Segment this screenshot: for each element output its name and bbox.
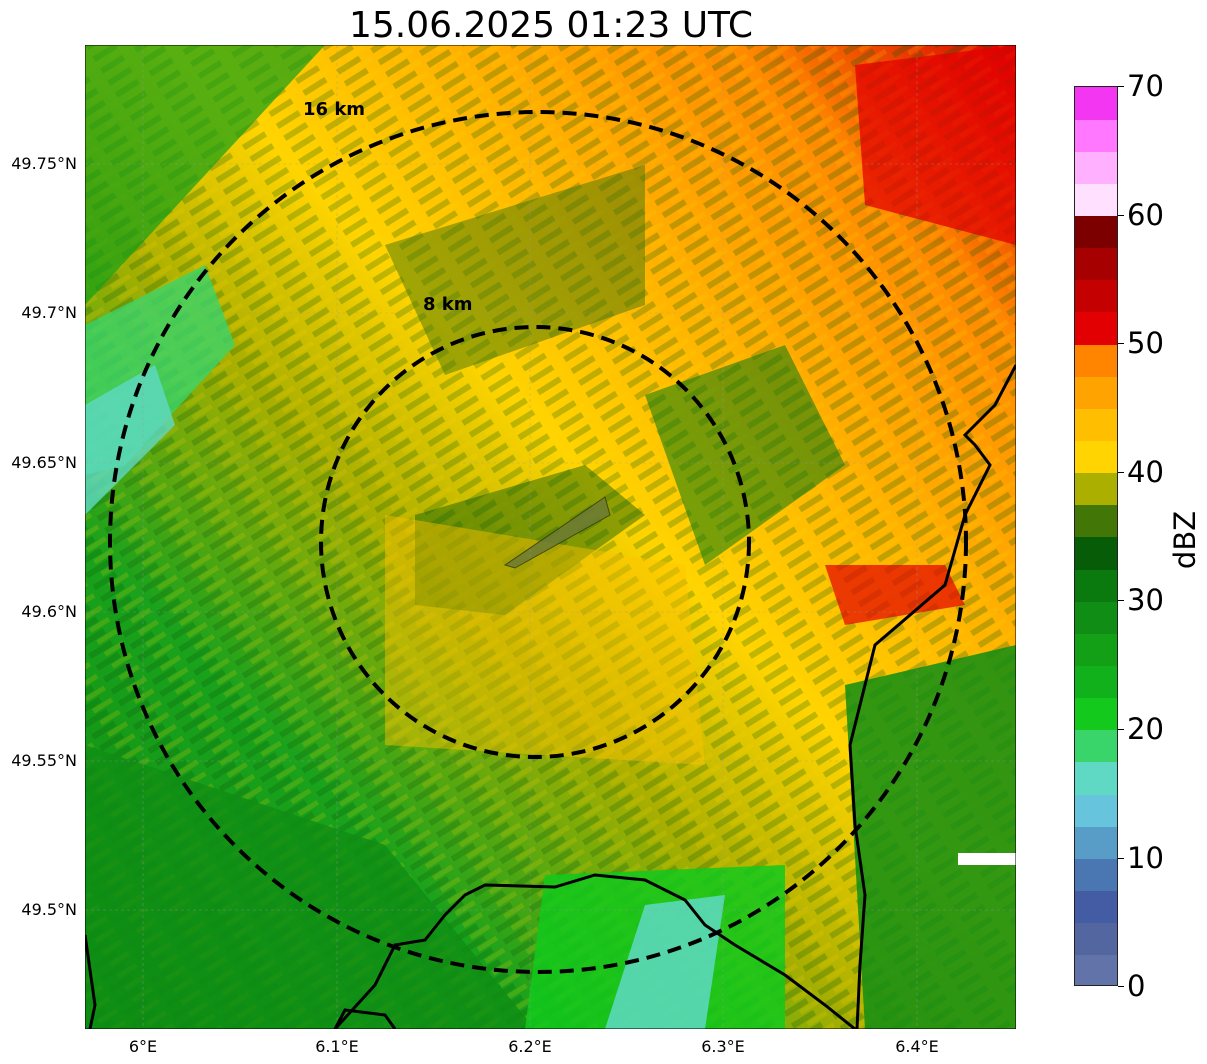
ring-16km — [108, 110, 968, 974]
colorbar-segment — [1075, 794, 1117, 827]
colorbar-segment — [1075, 247, 1117, 281]
colorbar-segment — [1075, 472, 1117, 506]
colorbar-segment — [1075, 954, 1117, 985]
colorbar-segment — [1075, 537, 1117, 570]
colorbar-segment — [1075, 376, 1117, 409]
colorbar-segment — [1075, 697, 1117, 731]
colorbar-segment — [1075, 183, 1117, 217]
colorbar-tick-label: 50 — [1127, 326, 1164, 360]
x-tick-label: 6.2°E — [508, 1037, 552, 1056]
colorbar-segment — [1075, 729, 1117, 763]
colorbar-segment — [1075, 440, 1117, 474]
colorbar-tick-label: 30 — [1127, 583, 1164, 617]
ring-label-8km: 8 km — [423, 294, 473, 315]
reflectivity-cells — [85, 45, 1016, 1029]
colorbar-segment — [1075, 279, 1117, 313]
range-rings — [108, 110, 968, 974]
colorbar-segment — [1075, 87, 1117, 120]
colorbar-segment — [1075, 569, 1117, 602]
x-tick-label: 6.3°E — [701, 1037, 745, 1056]
x-tick-label: 6.1°E — [315, 1037, 359, 1056]
colorbar-segment — [1075, 344, 1117, 377]
colorbar-segment — [1075, 408, 1117, 442]
colorbar-segment — [1075, 665, 1117, 699]
colorbar-segment — [1075, 858, 1117, 892]
ring-8km — [319, 325, 751, 759]
colorbar-tick-label: 40 — [1127, 455, 1164, 489]
colorbar-segment — [1075, 312, 1117, 345]
colorbar-segment — [1075, 215, 1117, 249]
colorbar-segment — [1075, 890, 1117, 924]
colorbar-tick-label: 0 — [1127, 969, 1146, 1003]
colorbar-segment — [1075, 762, 1117, 795]
colorbar-segment — [1075, 151, 1117, 184]
y-tick-label: 49.5°N — [21, 900, 77, 919]
y-tick-label: 49.7°N — [21, 303, 77, 322]
colorbar-tick-label: 70 — [1127, 69, 1164, 103]
colorbar-segment — [1075, 119, 1117, 152]
x-tick-label: 6°E — [128, 1037, 158, 1056]
colorbar-unit: dBZ — [1168, 510, 1202, 570]
ring-label-16km: 16 km — [303, 99, 365, 120]
colorbar-segment — [1075, 922, 1117, 956]
y-tick-label: 49.6°N — [21, 602, 77, 621]
y-tick-label: 49.65°N — [11, 453, 77, 472]
y-tick-label: 49.55°N — [11, 751, 77, 770]
colorbar-tick-label: 20 — [1127, 712, 1164, 746]
colorbar-segment — [1075, 633, 1117, 667]
colorbar-tick-label: 60 — [1127, 198, 1164, 232]
x-tick-label: 6.4°E — [895, 1037, 939, 1056]
y-tick-label: 49.75°N — [11, 154, 77, 173]
chart-title: 15.06.2025 01:23 UTC — [348, 5, 754, 46]
colorbar-tick-label: 10 — [1127, 841, 1164, 875]
graticule — [85, 45, 1016, 1029]
colorbar-segment — [1075, 601, 1117, 634]
radar-map: 16 km 8 km — [85, 45, 1016, 1029]
border-lines — [85, 364, 1016, 1029]
colorbar-segment — [1075, 504, 1117, 538]
colorbar-segment — [1075, 826, 1117, 859]
colorbar — [1074, 86, 1118, 986]
